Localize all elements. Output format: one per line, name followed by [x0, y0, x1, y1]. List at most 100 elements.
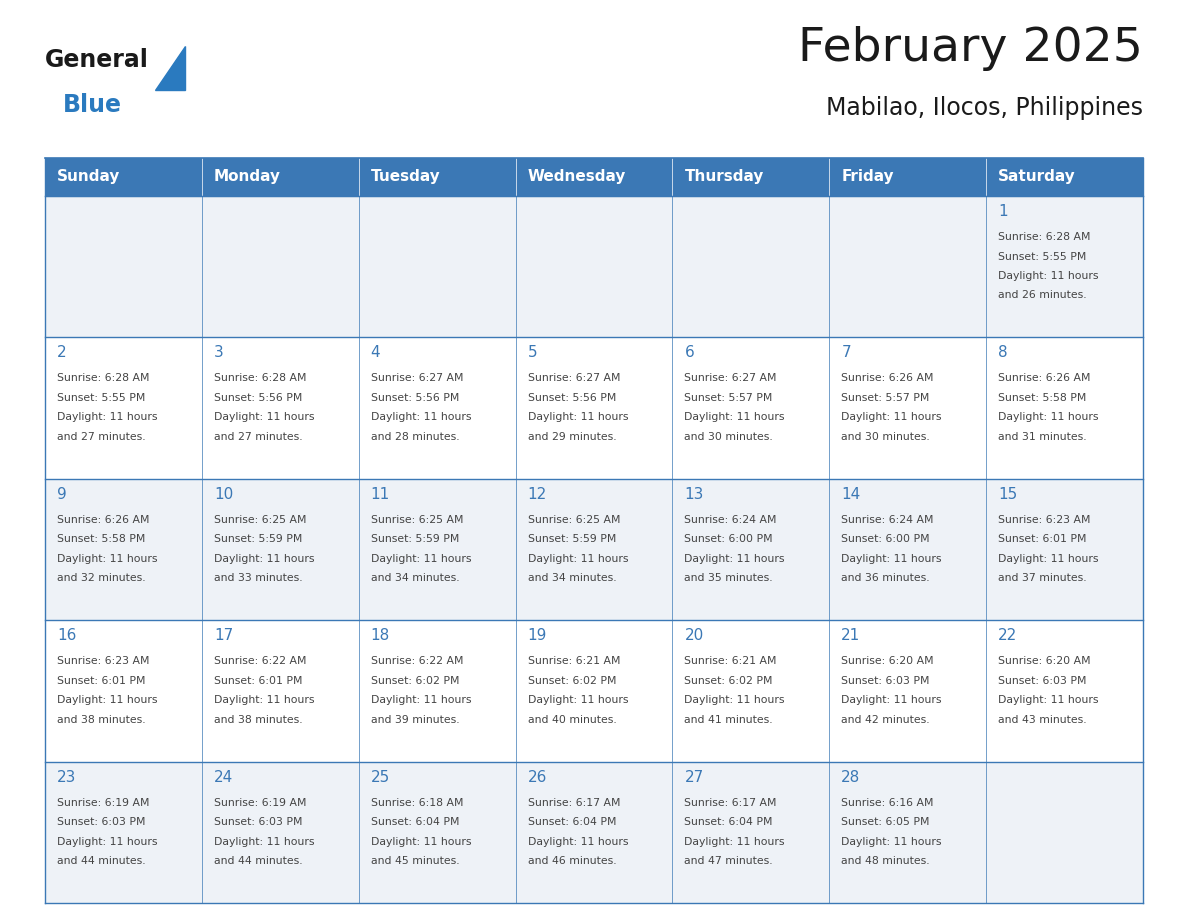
Text: Sunset: 6:02 PM: Sunset: 6:02 PM [371, 676, 460, 686]
Text: Mabilao, Ilocos, Philippines: Mabilao, Ilocos, Philippines [826, 96, 1143, 120]
Text: 24: 24 [214, 769, 233, 785]
Text: 8: 8 [998, 345, 1007, 361]
Text: 12: 12 [527, 487, 546, 502]
Text: 11: 11 [371, 487, 390, 502]
Text: Sunset: 5:56 PM: Sunset: 5:56 PM [214, 393, 302, 403]
Text: 25: 25 [371, 769, 390, 785]
Text: 18: 18 [371, 628, 390, 644]
Text: 15: 15 [998, 487, 1017, 502]
Text: and 45 minutes.: and 45 minutes. [371, 856, 460, 866]
Text: Sunrise: 6:17 AM: Sunrise: 6:17 AM [527, 798, 620, 808]
Text: Daylight: 11 hours: Daylight: 11 hours [527, 412, 628, 422]
Text: Daylight: 11 hours: Daylight: 11 hours [57, 554, 158, 564]
Text: Sunset: 6:02 PM: Sunset: 6:02 PM [684, 676, 773, 686]
Text: Daylight: 11 hours: Daylight: 11 hours [998, 554, 1099, 564]
Text: Daylight: 11 hours: Daylight: 11 hours [371, 695, 472, 705]
Text: Sunset: 6:05 PM: Sunset: 6:05 PM [841, 817, 930, 827]
Text: Sunrise: 6:28 AM: Sunrise: 6:28 AM [998, 232, 1091, 242]
Text: Sunset: 5:55 PM: Sunset: 5:55 PM [57, 393, 145, 403]
Text: 27: 27 [684, 769, 703, 785]
Text: Sunset: 5:56 PM: Sunset: 5:56 PM [527, 393, 615, 403]
Text: 22: 22 [998, 628, 1017, 644]
Text: and 36 minutes.: and 36 minutes. [841, 574, 930, 583]
Text: 3: 3 [214, 345, 223, 361]
Text: 28: 28 [841, 769, 860, 785]
Text: and 44 minutes.: and 44 minutes. [214, 856, 303, 866]
Text: and 38 minutes.: and 38 minutes. [214, 715, 303, 724]
Text: Sunrise: 6:16 AM: Sunrise: 6:16 AM [841, 798, 934, 808]
Text: Friday: Friday [841, 170, 893, 185]
Text: Sunrise: 6:26 AM: Sunrise: 6:26 AM [998, 374, 1091, 384]
Text: Sunset: 6:04 PM: Sunset: 6:04 PM [371, 817, 460, 827]
Polygon shape [154, 46, 185, 90]
Text: Daylight: 11 hours: Daylight: 11 hours [527, 836, 628, 846]
Text: Daylight: 11 hours: Daylight: 11 hours [841, 412, 942, 422]
Text: Sunset: 6:03 PM: Sunset: 6:03 PM [841, 676, 930, 686]
Text: Monday: Monday [214, 170, 280, 185]
Bar [45, 479, 1143, 621]
Text: Daylight: 11 hours: Daylight: 11 hours [214, 412, 315, 422]
Text: Daylight: 11 hours: Daylight: 11 hours [841, 554, 942, 564]
Text: Sunset: 6:00 PM: Sunset: 6:00 PM [841, 534, 930, 544]
Text: Daylight: 11 hours: Daylight: 11 hours [57, 836, 158, 846]
Text: Sunset: 5:58 PM: Sunset: 5:58 PM [998, 393, 1087, 403]
Text: Sunrise: 6:24 AM: Sunrise: 6:24 AM [841, 515, 934, 525]
Text: Sunrise: 6:20 AM: Sunrise: 6:20 AM [998, 656, 1091, 666]
Text: February 2025: February 2025 [798, 26, 1143, 71]
Text: 6: 6 [684, 345, 694, 361]
Text: 21: 21 [841, 628, 860, 644]
Text: General: General [45, 48, 148, 72]
Text: and 27 minutes.: and 27 minutes. [214, 431, 303, 442]
Text: Blue: Blue [63, 93, 122, 117]
Text: Sunrise: 6:27 AM: Sunrise: 6:27 AM [371, 374, 463, 384]
Text: and 32 minutes.: and 32 minutes. [57, 574, 146, 583]
Text: Daylight: 11 hours: Daylight: 11 hours [684, 695, 785, 705]
Text: 26: 26 [527, 769, 546, 785]
Text: Sunday: Sunday [57, 170, 120, 185]
Text: Sunset: 5:56 PM: Sunset: 5:56 PM [371, 393, 459, 403]
Text: and 44 minutes.: and 44 minutes. [57, 856, 146, 866]
Text: Daylight: 11 hours: Daylight: 11 hours [841, 836, 942, 846]
Text: 20: 20 [684, 628, 703, 644]
Text: Daylight: 11 hours: Daylight: 11 hours [371, 412, 472, 422]
Text: and 39 minutes.: and 39 minutes. [371, 715, 460, 724]
Text: and 35 minutes.: and 35 minutes. [684, 574, 773, 583]
Text: Sunrise: 6:25 AM: Sunrise: 6:25 AM [371, 515, 463, 525]
Text: Sunrise: 6:24 AM: Sunrise: 6:24 AM [684, 515, 777, 525]
Bar [45, 196, 1143, 338]
Text: 5: 5 [527, 345, 537, 361]
Text: and 33 minutes.: and 33 minutes. [214, 574, 303, 583]
Text: Sunset: 6:03 PM: Sunset: 6:03 PM [998, 676, 1087, 686]
Text: Sunset: 5:59 PM: Sunset: 5:59 PM [527, 534, 615, 544]
Text: Daylight: 11 hours: Daylight: 11 hours [998, 412, 1099, 422]
Text: Sunset: 6:04 PM: Sunset: 6:04 PM [527, 817, 617, 827]
Text: Sunset: 6:01 PM: Sunset: 6:01 PM [998, 534, 1087, 544]
Text: and 31 minutes.: and 31 minutes. [998, 431, 1087, 442]
Text: Sunrise: 6:28 AM: Sunrise: 6:28 AM [214, 374, 307, 384]
Text: and 30 minutes.: and 30 minutes. [841, 431, 930, 442]
Text: Sunrise: 6:20 AM: Sunrise: 6:20 AM [841, 656, 934, 666]
Text: Daylight: 11 hours: Daylight: 11 hours [527, 554, 628, 564]
Text: Thursday: Thursday [684, 170, 764, 185]
Text: 7: 7 [841, 345, 851, 361]
Text: Daylight: 11 hours: Daylight: 11 hours [371, 554, 472, 564]
Text: 16: 16 [57, 628, 76, 644]
Text: Daylight: 11 hours: Daylight: 11 hours [998, 695, 1099, 705]
Text: 2: 2 [57, 345, 67, 361]
Text: 9: 9 [57, 487, 67, 502]
Text: Daylight: 11 hours: Daylight: 11 hours [57, 412, 158, 422]
Text: Daylight: 11 hours: Daylight: 11 hours [998, 271, 1099, 281]
Text: Sunrise: 6:23 AM: Sunrise: 6:23 AM [998, 515, 1091, 525]
Text: Sunset: 5:59 PM: Sunset: 5:59 PM [214, 534, 302, 544]
Text: and 43 minutes.: and 43 minutes. [998, 715, 1087, 724]
Text: Sunrise: 6:26 AM: Sunrise: 6:26 AM [841, 374, 934, 384]
Text: Sunrise: 6:28 AM: Sunrise: 6:28 AM [57, 374, 150, 384]
Text: and 34 minutes.: and 34 minutes. [371, 574, 460, 583]
Text: Sunset: 6:03 PM: Sunset: 6:03 PM [214, 817, 303, 827]
Text: Sunset: 6:03 PM: Sunset: 6:03 PM [57, 817, 145, 827]
Text: and 47 minutes.: and 47 minutes. [684, 856, 773, 866]
Text: Sunrise: 6:25 AM: Sunrise: 6:25 AM [527, 515, 620, 525]
Text: Sunrise: 6:19 AM: Sunrise: 6:19 AM [214, 798, 307, 808]
Text: 10: 10 [214, 487, 233, 502]
Text: Sunrise: 6:22 AM: Sunrise: 6:22 AM [214, 656, 307, 666]
